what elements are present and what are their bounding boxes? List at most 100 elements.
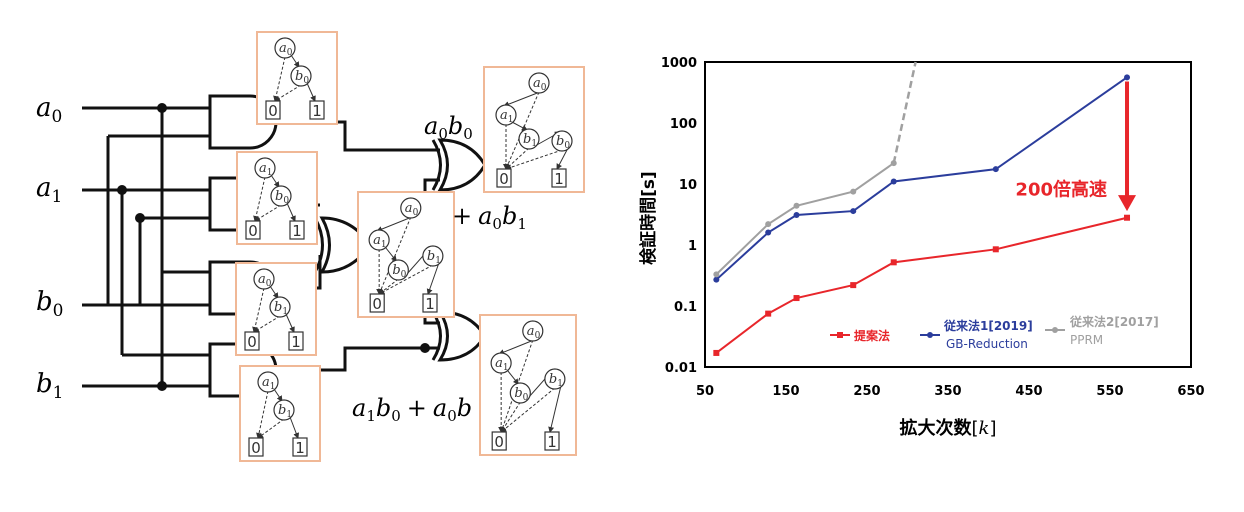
- input-label-b0: b0: [36, 287, 63, 321]
- data-point: [891, 160, 897, 166]
- bdd-node: a0: [529, 73, 549, 93]
- data-point: [794, 295, 800, 301]
- output-label-bottom: a1b0+a0b: [352, 394, 472, 425]
- x-axis-label: 拡大次数[k]: [900, 417, 997, 439]
- svg-text:0: 0: [268, 102, 278, 120]
- bdd-terminal: 0: [497, 169, 511, 188]
- data-point: [891, 178, 897, 184]
- output-label-top: a0b0: [424, 112, 473, 143]
- legend-label-gb: 従来法1[2019]: [943, 318, 1033, 333]
- legend-label-gb-2: GB-Reduction: [946, 337, 1028, 351]
- y-tick-label: 0.1: [674, 300, 697, 315]
- x-tick-label: 250: [853, 384, 880, 399]
- bdd-terminal: 1: [423, 294, 437, 313]
- data-point: [794, 212, 800, 218]
- legend-label-pprm-2: PPRM: [1070, 333, 1103, 347]
- input-label-b1: b1: [36, 369, 63, 403]
- bdd-node: b0: [510, 383, 530, 403]
- bdd-node: b1: [545, 369, 565, 389]
- data-point: [1124, 215, 1130, 221]
- input-label-a1: a1: [36, 173, 62, 207]
- svg-text:1: 1: [554, 170, 564, 188]
- data-point: [794, 203, 800, 209]
- bdd-terminal: 0: [370, 294, 384, 313]
- x-tick-label: 650: [1177, 384, 1204, 399]
- bdd-node: a1: [496, 105, 516, 125]
- data-point: [765, 230, 771, 236]
- legend-marker-gb: [927, 332, 933, 338]
- bdd-node: a1: [255, 158, 275, 178]
- svg-text:1: 1: [425, 295, 435, 313]
- svg-text:0: 0: [494, 433, 504, 451]
- x-tick-label: 150: [772, 384, 799, 399]
- bdd-node: a1: [369, 230, 389, 250]
- data-point: [765, 311, 771, 317]
- data-point: [850, 189, 856, 195]
- bdd-terminal: 0: [246, 221, 260, 240]
- x-tick-label: 350: [934, 384, 961, 399]
- output-label-middle: +a0b1: [452, 202, 527, 233]
- legend-label-pprm: 従来法2[2017]: [1069, 314, 1159, 329]
- bdd-box: a0 a1 b0 b1 0 1: [358, 192, 454, 317]
- svg-text:1: 1: [295, 439, 305, 457]
- y-tick-label: 0.01: [665, 361, 697, 376]
- y-axis-label: 検証時間[s]: [638, 171, 659, 265]
- bdd-node: b1: [274, 400, 294, 420]
- bdd-node: b1: [423, 246, 443, 266]
- svg-text:1: 1: [292, 222, 302, 240]
- data-point: [1124, 74, 1130, 80]
- bdd-node: a1: [491, 353, 511, 373]
- bdd-node: a0: [523, 321, 543, 341]
- legend-marker-pprm: [1052, 327, 1058, 333]
- svg-text:0: 0: [247, 333, 257, 351]
- bdd-terminal: 1: [290, 221, 304, 240]
- bdd-terminal: 0: [245, 332, 259, 351]
- bdd-terminal: 1: [310, 101, 324, 120]
- data-point: [891, 259, 897, 265]
- svg-text:0: 0: [251, 439, 261, 457]
- x-tick-label: 50: [696, 384, 714, 399]
- bdd-node: a0: [275, 38, 295, 58]
- data-point: [765, 221, 771, 227]
- bdd-terminal: 1: [293, 438, 307, 457]
- bdd-node: a0: [401, 198, 421, 218]
- bdd-terminal: 1: [545, 432, 559, 451]
- data-point: [713, 350, 719, 356]
- x-tick-label: 450: [1015, 384, 1042, 399]
- svg-text:1: 1: [312, 102, 322, 120]
- data-point: [713, 271, 719, 277]
- circuit-svg: a0 a1 b0 b1: [0, 0, 620, 508]
- annotation-label: 200倍高速: [1015, 178, 1107, 200]
- legend-label-proposed: 提案法: [854, 328, 890, 343]
- y-tick-label: 10: [679, 178, 697, 193]
- bdd-node: b0: [291, 66, 311, 86]
- svg-text:0: 0: [248, 222, 258, 240]
- data-point: [850, 282, 856, 288]
- bdd-terminal: 1: [552, 169, 566, 188]
- bdd-terminal: 0: [249, 438, 263, 457]
- bdd-terminal: 0: [492, 432, 506, 451]
- data-point: [993, 246, 999, 252]
- bdd-node: a0: [254, 269, 274, 289]
- y-tick-label: 100: [670, 117, 697, 132]
- bdd-node: b1: [270, 297, 290, 317]
- bdd-box: a0 a1 b0 b1 0 1: [480, 315, 576, 455]
- circuit-diagram: a0 a1 b0 b1: [0, 0, 620, 508]
- legend-marker-proposed: [837, 332, 843, 338]
- svg-text:1: 1: [291, 333, 301, 351]
- bdd-node: b1: [519, 129, 539, 149]
- svg-text:1: 1: [547, 433, 557, 451]
- bdd-terminal: 0: [266, 101, 280, 120]
- data-point: [993, 166, 999, 172]
- y-tick-label: 1: [688, 239, 697, 254]
- svg-text:0: 0: [372, 295, 382, 313]
- bdd-box: a0 b1 0 1: [236, 263, 316, 355]
- bdd-node: b0: [388, 260, 408, 280]
